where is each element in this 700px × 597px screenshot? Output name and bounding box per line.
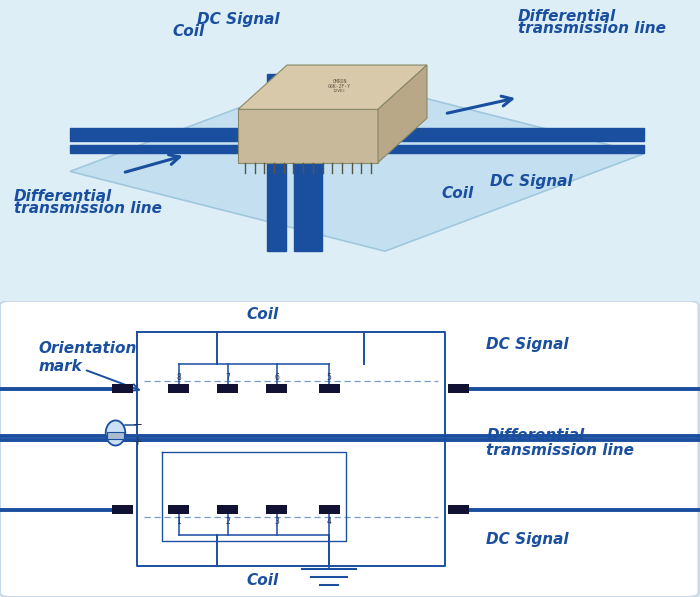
Text: Orientation: Orientation xyxy=(38,341,137,356)
Text: DC Signal: DC Signal xyxy=(486,532,569,547)
Text: 6: 6 xyxy=(274,373,279,382)
Text: 3: 3 xyxy=(274,516,279,525)
Polygon shape xyxy=(70,128,644,141)
Bar xyxy=(448,506,469,514)
FancyBboxPatch shape xyxy=(0,301,699,597)
Text: Differential: Differential xyxy=(518,9,616,24)
Polygon shape xyxy=(267,74,286,251)
Text: 4: 4 xyxy=(327,516,331,525)
Text: DC Signal: DC Signal xyxy=(197,12,279,27)
Text: 7: 7 xyxy=(225,373,230,382)
Text: 5: 5 xyxy=(327,373,331,382)
Bar xyxy=(217,506,238,514)
Polygon shape xyxy=(294,74,322,251)
Text: +: + xyxy=(133,435,143,448)
Bar xyxy=(107,432,124,439)
Text: Differential: Differential xyxy=(14,189,112,204)
Text: 8: 8 xyxy=(176,373,181,382)
Bar xyxy=(318,506,340,514)
Text: 2: 2 xyxy=(225,516,230,525)
Bar xyxy=(266,506,287,514)
Text: transmission line: transmission line xyxy=(14,201,162,216)
Text: Coil: Coil xyxy=(173,23,205,39)
Bar xyxy=(112,384,133,393)
Polygon shape xyxy=(238,65,427,109)
Polygon shape xyxy=(70,74,644,251)
Bar xyxy=(217,384,238,393)
Text: Coil: Coil xyxy=(246,573,279,588)
Text: Differential: Differential xyxy=(486,429,584,444)
Text: mark: mark xyxy=(38,359,83,374)
Bar xyxy=(448,384,469,393)
Text: G6K-2F-Y: G6K-2F-Y xyxy=(328,84,351,89)
Polygon shape xyxy=(378,65,427,162)
Bar xyxy=(318,384,340,393)
Bar xyxy=(168,506,189,514)
Text: transmission line: transmission line xyxy=(518,20,666,36)
Bar xyxy=(266,384,287,393)
Text: Coil: Coil xyxy=(246,307,279,322)
Text: 12VDC: 12VDC xyxy=(333,89,346,93)
Text: DC Signal: DC Signal xyxy=(490,174,573,189)
Text: 1: 1 xyxy=(176,516,181,525)
Text: Coil: Coil xyxy=(441,186,473,201)
Text: OMRON: OMRON xyxy=(332,79,346,84)
Polygon shape xyxy=(70,145,644,153)
Text: transmission line: transmission line xyxy=(486,443,634,458)
Bar xyxy=(112,506,133,514)
Polygon shape xyxy=(238,109,378,162)
Ellipse shape xyxy=(106,420,125,445)
Bar xyxy=(168,384,189,393)
Text: DC Signal: DC Signal xyxy=(486,337,569,352)
Text: −: − xyxy=(133,418,143,431)
